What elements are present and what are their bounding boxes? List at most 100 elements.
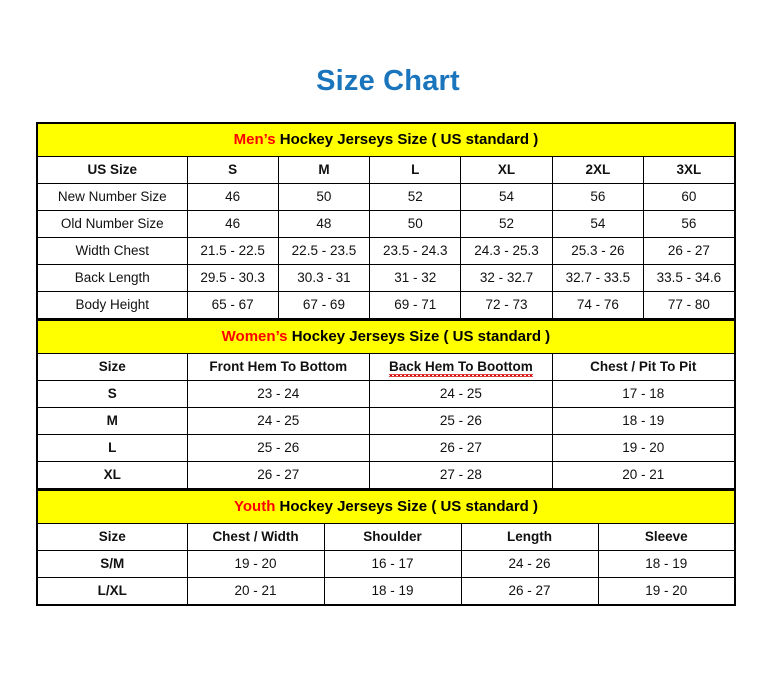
mens-column-header-row: US Size S M L XL 2XL 3XL <box>36 156 736 184</box>
column-header: Chest / Width <box>186 523 325 551</box>
table-row: M 24 - 25 25 - 26 18 - 19 <box>36 407 736 435</box>
mens-size-table: Men’s Hockey Jerseys Size ( US standard … <box>36 122 736 320</box>
row-label: Back Length <box>36 264 188 292</box>
table-row: Width Chest 21.5 - 22.5 22.5 - 23.5 23.5… <box>36 237 736 265</box>
table-cell: 17 - 18 <box>551 380 736 408</box>
column-header: XL <box>460 156 553 184</box>
table-cell: 65 - 67 <box>186 291 279 320</box>
table-row: L/XL 20 - 21 18 - 19 26 - 27 19 - 20 <box>36 577 736 606</box>
row-label: L <box>36 434 188 462</box>
table-cell: 23 - 24 <box>186 380 371 408</box>
table-cell: 56 <box>551 183 644 211</box>
table-cell: 33.5 - 34.6 <box>642 264 736 292</box>
table-cell: 50 <box>277 183 371 211</box>
table-cell: 74 - 76 <box>551 291 644 320</box>
column-header: Front Hem To Bottom <box>186 353 371 381</box>
table-cell: 20 - 21 <box>186 577 325 606</box>
column-header: Length <box>460 523 599 551</box>
column-header: S <box>186 156 279 184</box>
table-cell: 48 <box>277 210 371 238</box>
column-header: Chest / Pit To Pit <box>551 353 736 381</box>
table-cell: 18 - 19 <box>597 550 736 578</box>
table-cell: 24 - 25 <box>186 407 371 435</box>
banner-rest-text: Hockey Jerseys Size ( US standard ) <box>287 327 551 345</box>
table-cell: 52 <box>460 210 553 238</box>
misspelled-word: Back Hem To Boottom <box>389 358 533 378</box>
row-label: Body Height <box>36 291 188 320</box>
size-chart-tables: Men’s Hockey Jerseys Size ( US standard … <box>36 122 736 606</box>
table-cell: 46 <box>186 183 279 211</box>
row-label: L/XL <box>36 577 188 606</box>
banner-cell: Men’s Hockey Jerseys Size ( US standard … <box>36 122 736 157</box>
table-row: S 23 - 24 24 - 25 17 - 18 <box>36 380 736 408</box>
youth-size-table: Youth Hockey Jerseys Size ( US standard … <box>36 490 736 606</box>
table-row: Old Number Size 46 48 50 52 54 56 <box>36 210 736 238</box>
table-cell: 26 - 27 <box>369 434 553 462</box>
youth-section-banner: Youth Hockey Jerseys Size ( US standard … <box>36 490 736 524</box>
table-cell: 16 - 17 <box>323 550 462 578</box>
row-label: XL <box>36 461 188 490</box>
table-cell: 27 - 28 <box>369 461 553 490</box>
banner-rest-text: Hockey Jerseys Size ( US standard ) <box>275 130 539 148</box>
table-row: XL 26 - 27 27 - 28 20 - 21 <box>36 461 736 490</box>
table-cell: 32 - 32.7 <box>460 264 553 292</box>
table-row: New Number Size 46 50 52 54 56 60 <box>36 183 736 211</box>
table-row: Back Length 29.5 - 30.3 30.3 - 31 31 - 3… <box>36 264 736 292</box>
table-cell: 23.5 - 24.3 <box>369 237 462 265</box>
row-label: S <box>36 380 188 408</box>
table-cell: 24 - 26 <box>460 550 599 578</box>
column-header: Sleeve <box>597 523 736 551</box>
table-cell: 19 - 20 <box>597 577 736 606</box>
table-cell: 46 <box>186 210 279 238</box>
table-cell: 29.5 - 30.3 <box>186 264 279 292</box>
womens-size-table: Women’s Hockey Jerseys Size ( US standar… <box>36 320 736 490</box>
table-cell: 72 - 73 <box>460 291 553 320</box>
table-cell: 52 <box>369 183 462 211</box>
table-cell: 20 - 21 <box>551 461 736 490</box>
table-cell: 25.3 - 26 <box>551 237 644 265</box>
table-cell: 21.5 - 22.5 <box>186 237 279 265</box>
table-cell: 31 - 32 <box>369 264 462 292</box>
womens-section-banner: Women’s Hockey Jerseys Size ( US standar… <box>36 320 736 354</box>
banner-rest-text: Hockey Jerseys Size ( US standard ) <box>275 497 538 515</box>
table-row: S/M 19 - 20 16 - 17 24 - 26 18 - 19 <box>36 550 736 578</box>
column-header: M <box>277 156 371 184</box>
table-cell: 77 - 80 <box>642 291 736 320</box>
table-cell: 50 <box>369 210 462 238</box>
table-cell: 54 <box>551 210 644 238</box>
column-header: Shoulder <box>323 523 462 551</box>
table-cell: 30.3 - 31 <box>277 264 371 292</box>
row-label: Width Chest <box>36 237 188 265</box>
table-cell: 18 - 19 <box>551 407 736 435</box>
table-cell: 24 - 25 <box>369 380 553 408</box>
table-cell: 69 - 71 <box>369 291 462 320</box>
table-cell: 18 - 19 <box>323 577 462 606</box>
womens-column-header-row: Size Front Hem To Bottom Back Hem To Boo… <box>36 353 736 381</box>
banner-accent-text: Women’s <box>221 327 288 345</box>
column-header: US Size <box>36 156 188 184</box>
table-cell: 19 - 20 <box>186 550 325 578</box>
column-header: Size <box>36 353 188 381</box>
table-cell: 24.3 - 25.3 <box>460 237 553 265</box>
row-label: S/M <box>36 550 188 578</box>
table-row: Body Height 65 - 67 67 - 69 69 - 71 72 -… <box>36 291 736 320</box>
table-cell: 22.5 - 23.5 <box>277 237 371 265</box>
table-cell: 32.7 - 33.5 <box>551 264 644 292</box>
table-cell: 67 - 69 <box>277 291 371 320</box>
table-cell: 26 - 27 <box>460 577 599 606</box>
table-row: L 25 - 26 26 - 27 19 - 20 <box>36 434 736 462</box>
mens-section-banner: Men’s Hockey Jerseys Size ( US standard … <box>36 122 736 157</box>
banner-cell: Women’s Hockey Jerseys Size ( US standar… <box>36 320 736 354</box>
banner-cell: Youth Hockey Jerseys Size ( US standard … <box>36 490 736 524</box>
column-header: Size <box>36 523 188 551</box>
column-header: 2XL <box>551 156 644 184</box>
banner-accent-text: Youth <box>234 497 276 515</box>
table-cell: 19 - 20 <box>551 434 736 462</box>
table-cell: 54 <box>460 183 553 211</box>
table-cell: 56 <box>642 210 736 238</box>
column-header: L <box>369 156 462 184</box>
table-cell: 26 - 27 <box>186 461 371 490</box>
column-header-misspelled: Back Hem To Boottom <box>369 353 553 381</box>
row-label: M <box>36 407 188 435</box>
